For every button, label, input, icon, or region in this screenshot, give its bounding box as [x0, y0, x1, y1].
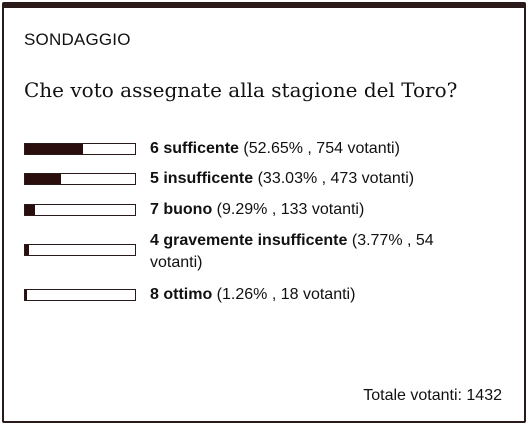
result-bar-fill: [25, 174, 62, 184]
option-stats: (52.65% , 754 votanti): [243, 140, 400, 157]
option-text: 6 sufficente (52.65% , 754 votanti): [150, 138, 504, 160]
option-label: 5 insufficente: [150, 170, 254, 187]
result-bar-track: [24, 173, 136, 185]
option-stats: (9.29% , 133 votanti): [216, 201, 365, 218]
option-label: 6 sufficente: [150, 140, 239, 157]
result-bar-track: [24, 204, 136, 216]
result-bar-fill: [25, 245, 30, 255]
result-bar-track: [24, 143, 136, 155]
option-text: 4 gravemente insufficente (3.77% , 54 vo…: [150, 230, 470, 274]
option-label: 8 ottimo: [150, 286, 213, 303]
total-voters: Totale votanti: 1432: [363, 387, 502, 404]
poll-option: 5 insufficente (33.03% , 473 votanti): [24, 168, 504, 190]
option-text: 7 buono (9.29% , 133 votanti): [150, 199, 504, 221]
result-bar-fill: [25, 205, 36, 215]
result-bar-track: [24, 244, 136, 256]
poll-kicker: SONDAGGIO: [24, 30, 131, 49]
option-stats: (3.77% , 54 votanti): [150, 232, 434, 271]
option-text: 8 ottimo (1.26% , 18 votanti): [150, 284, 504, 306]
result-bar-track: [24, 289, 136, 301]
option-text: 5 insufficente (33.03% , 473 votanti): [150, 168, 504, 190]
poll-option: 6 sufficente (52.65% , 754 votanti): [24, 138, 504, 160]
option-stats: (33.03% , 473 votanti): [257, 170, 415, 187]
result-bar-fill: [25, 144, 83, 154]
poll-question: Che voto assegnate alla stagione del Tor…: [24, 78, 458, 102]
option-label: 4 gravemente insufficente: [150, 232, 348, 249]
option-label: 7 buono: [150, 201, 213, 218]
poll-option: 8 ottimo (1.26% , 18 votanti): [24, 284, 504, 306]
poll-option: 4 gravemente insufficente (3.77% , 54 vo…: [24, 230, 504, 274]
option-stats: (1.26% , 18 votanti): [216, 286, 356, 303]
poll-option: 7 buono (9.29% , 133 votanti): [24, 199, 504, 221]
result-bar-fill: [25, 290, 27, 300]
